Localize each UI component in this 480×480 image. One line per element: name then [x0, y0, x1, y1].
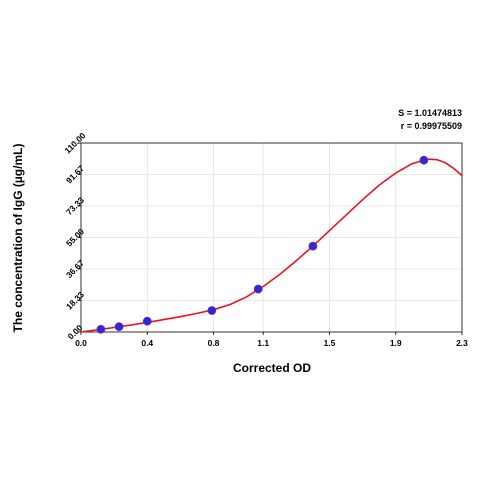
y-axis-title: The concentration of IgG (µg/mL): [11, 144, 25, 333]
x-tick-label: 2.3: [456, 338, 468, 348]
grid-lines: [81, 143, 462, 332]
r-value-label: r = 0.99975509: [401, 121, 462, 131]
x-axis-title: Corrected OD: [233, 361, 311, 375]
x-tick-label: 0.0: [75, 338, 87, 348]
data-point: [308, 241, 318, 251]
data-point: [207, 306, 217, 315]
data-point: [253, 284, 263, 294]
x-tick-label: 0.4: [141, 338, 153, 348]
x-tick-label: 1.5: [324, 338, 336, 348]
data-point: [142, 316, 152, 326]
data-point: [96, 324, 106, 334]
x-tick-label: 0.8: [208, 338, 220, 348]
x-tick-label: 1.1: [257, 338, 269, 348]
data-point: [114, 322, 124, 332]
data-point: [419, 155, 429, 165]
s-value-label: S = 1.01474813: [398, 108, 462, 118]
x-tick-label: 1.9: [390, 338, 402, 348]
data-points-layer: [96, 155, 429, 334]
